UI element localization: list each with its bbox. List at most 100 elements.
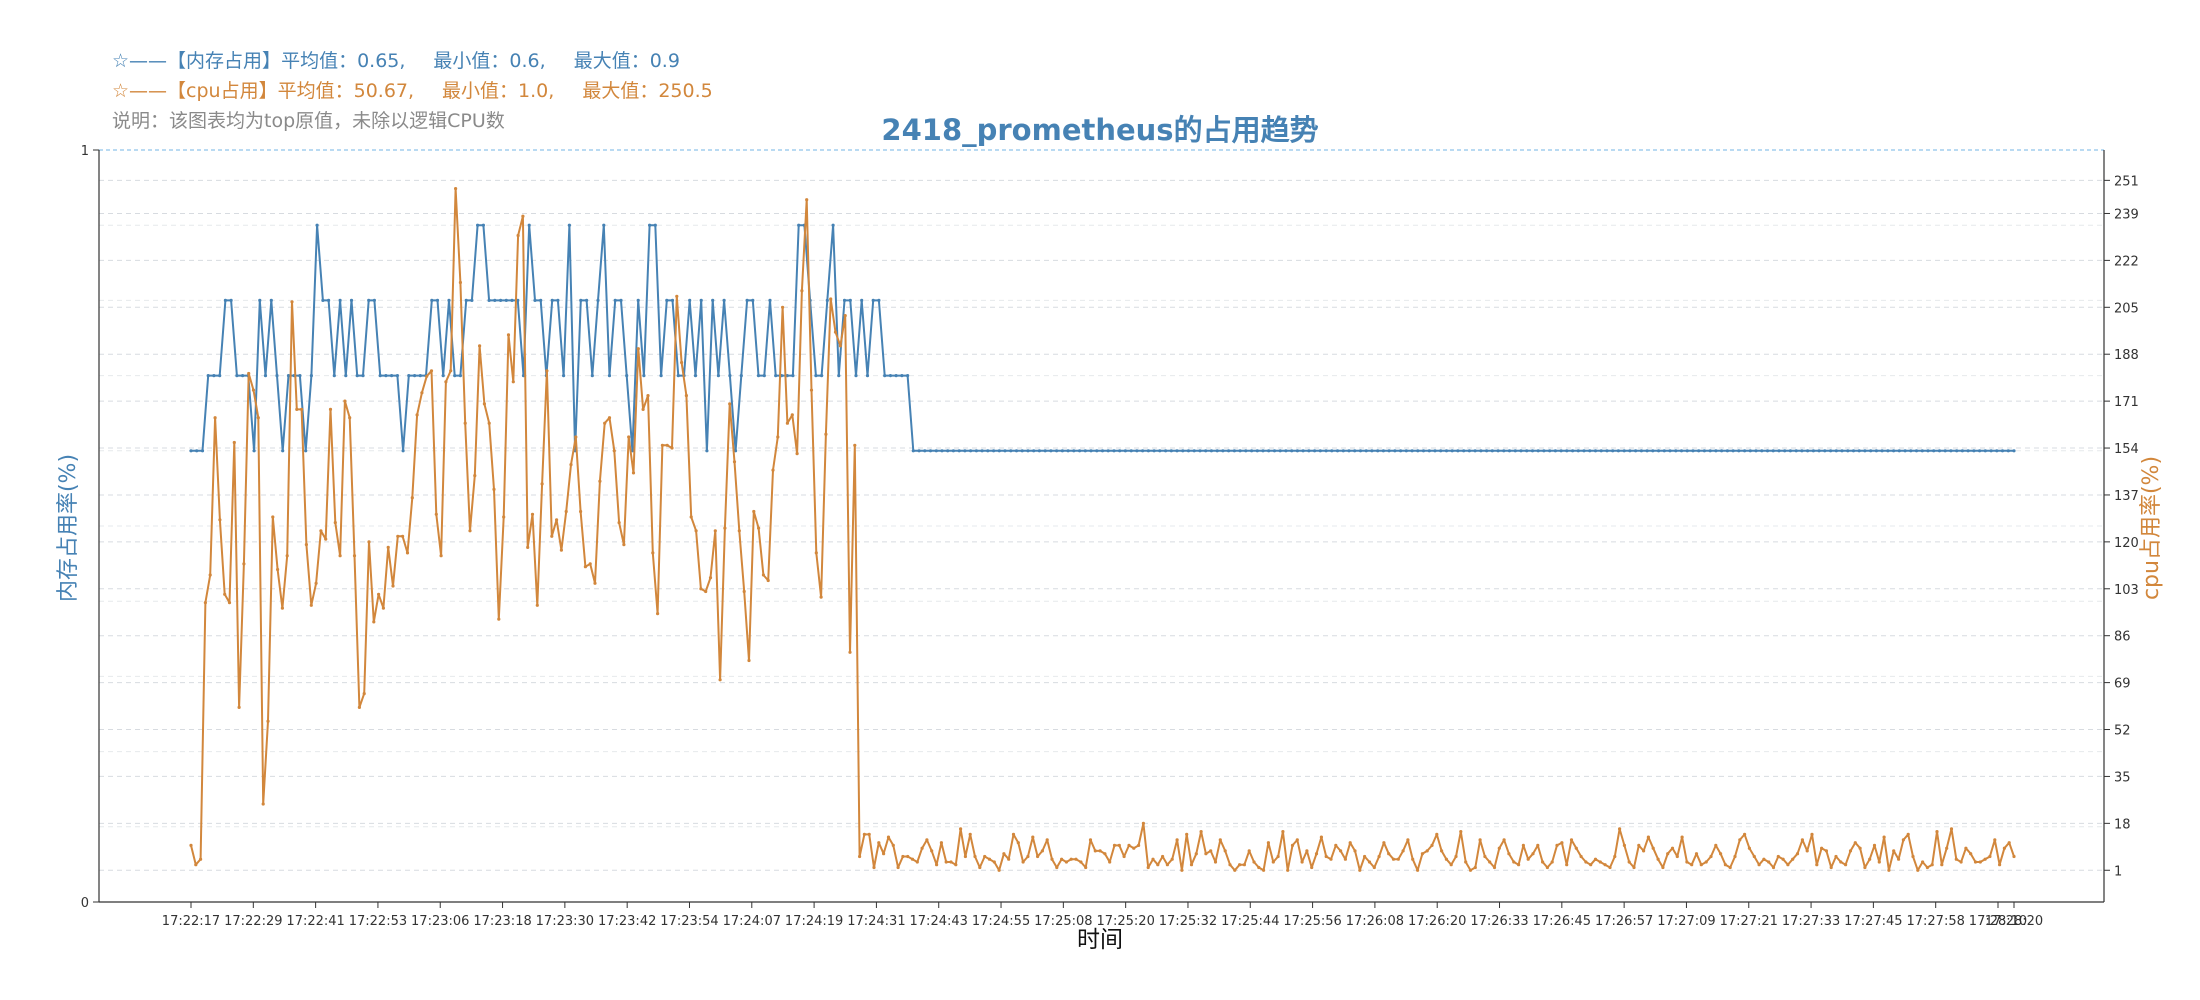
memory-point (1037, 449, 1041, 453)
cpu-point (1353, 849, 1357, 853)
cpu-point (651, 551, 655, 555)
cpu-point (1358, 868, 1362, 872)
cpu-point (766, 578, 770, 583)
memory-point (797, 223, 801, 227)
cpu-point (829, 297, 833, 301)
memory-point (1771, 449, 1775, 453)
cpu-point (1300, 860, 1304, 864)
memory-point (1754, 449, 1758, 453)
memory-point (1886, 449, 1890, 453)
cpu-point (1377, 854, 1381, 859)
memory-point (917, 449, 921, 453)
memory-point (1399, 449, 1403, 453)
x-axis-label: 时间 (1077, 927, 1123, 953)
memory-point (1456, 449, 1460, 453)
memory-point (1232, 449, 1236, 453)
memory-point (934, 449, 938, 453)
cpu-point (992, 860, 996, 864)
cpu-point (550, 534, 554, 538)
memory-point (648, 223, 652, 227)
chart-title: 2418_prometheus的占用趋势 (881, 113, 1318, 147)
cpu-point (1011, 832, 1016, 837)
cpu-point (877, 841, 881, 845)
right-tick-label: 188 (2114, 348, 2139, 363)
cpu-point (1709, 854, 1713, 859)
memory-point (235, 374, 239, 378)
cpu-point (1218, 838, 1222, 842)
memory-point (298, 374, 302, 378)
memory-point (1267, 449, 1271, 453)
cpu-point (627, 435, 631, 439)
cpu-point (1435, 832, 1439, 837)
memory-point (189, 449, 193, 453)
cpu-point (372, 620, 376, 624)
memory-point (1823, 449, 1827, 453)
cpu-point (1401, 849, 1405, 853)
cpu-point (1233, 868, 1237, 872)
cpu-point (295, 407, 299, 411)
memory-point (1932, 449, 1936, 453)
cpu-point (1117, 843, 1121, 848)
memory-point (1496, 449, 1500, 453)
cpu-point (2012, 854, 2016, 859)
memory-point (1003, 449, 1007, 453)
memory-point (1857, 449, 1861, 453)
memory-point (837, 374, 841, 378)
cpu-point (1468, 868, 1473, 872)
cpu-point (1964, 846, 1968, 850)
cpu-point (506, 333, 511, 337)
memory-point (951, 449, 956, 453)
cpu-point (891, 843, 895, 848)
memory-point (1370, 449, 1374, 453)
cpu-point (805, 198, 809, 202)
memory-point (1014, 449, 1019, 453)
cpu-point (713, 529, 717, 533)
memory-point (372, 298, 376, 302)
cpu-point (598, 479, 602, 483)
memory-point (590, 374, 594, 378)
cpu-point (1213, 860, 1218, 864)
memory-point (1743, 449, 1747, 453)
cpu-point (559, 548, 564, 552)
cpu-series-line (190, 187, 2015, 872)
memory-point (1427, 449, 1431, 453)
cpu-point (1112, 843, 1117, 848)
memory-point (1657, 449, 1661, 453)
memory-point (1376, 449, 1380, 453)
cpu-point (1223, 849, 1227, 853)
memory-point (533, 298, 537, 302)
cpu-point (867, 832, 871, 837)
cpu-point (776, 435, 780, 439)
cpu-point (1411, 857, 1415, 861)
cpu-stats-line: ☆——【cpu占用】平均值：50.67, 最小值：1.0, 最大值：250.5 (112, 76, 713, 103)
cpu-point (694, 529, 698, 533)
memory-point (367, 298, 371, 302)
memory-point (1215, 449, 1219, 453)
cpu-point (1459, 830, 1463, 834)
memory-point (499, 298, 503, 302)
cpu-point (1714, 843, 1718, 848)
memory-point (1679, 449, 1684, 453)
cpu-point (1670, 846, 1675, 850)
memory-point (728, 374, 732, 378)
memory-point (1290, 449, 1294, 453)
memory-point (263, 374, 268, 378)
cpu-point (1555, 843, 1559, 848)
memory-point (1307, 449, 1311, 453)
cpu-point (1372, 865, 1376, 870)
memory-point (831, 223, 835, 227)
memory-point (1198, 449, 1202, 453)
cpu-point (1560, 841, 1564, 845)
cpu-point (732, 460, 737, 464)
cpu-point (1175, 838, 1179, 842)
cpu-point (848, 650, 852, 654)
cpu-point (622, 543, 626, 547)
cpu-point (574, 435, 578, 439)
right-tick-label: 239 (2114, 207, 2139, 222)
cpu-point (276, 567, 280, 572)
memory-point (1725, 449, 1729, 453)
cpu-point (1565, 863, 1569, 867)
memory-point (1192, 449, 1196, 453)
cpu-point (593, 581, 597, 585)
cpu-point (213, 416, 217, 420)
